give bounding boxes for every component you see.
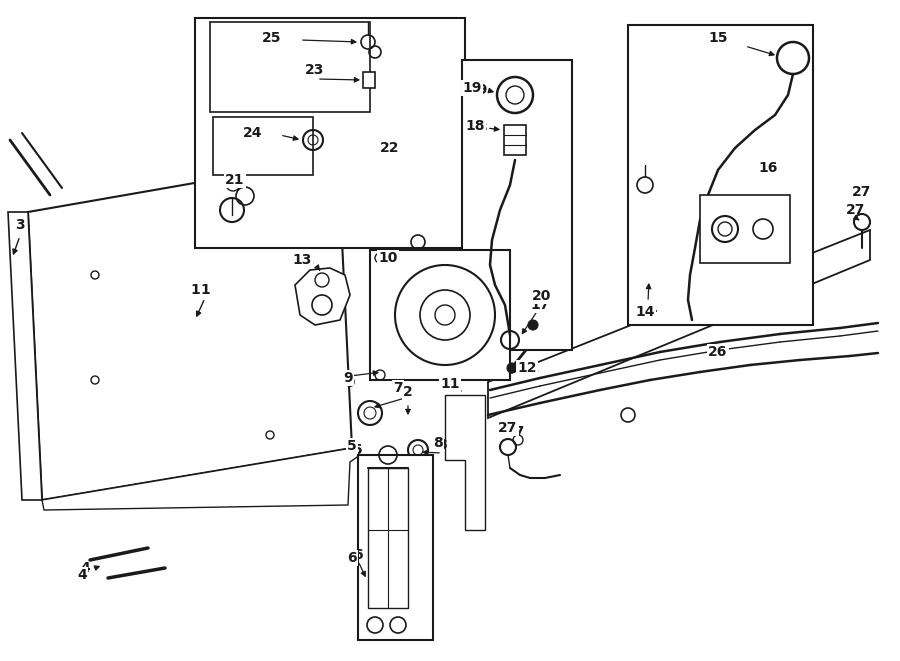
Text: 2: 2: [403, 385, 413, 399]
Polygon shape: [42, 448, 360, 510]
Text: 13: 13: [295, 255, 315, 269]
Text: 7: 7: [400, 383, 410, 397]
Text: 14: 14: [635, 305, 655, 319]
Text: 25: 25: [262, 31, 282, 45]
Text: 12: 12: [518, 361, 536, 375]
Text: 27: 27: [846, 203, 866, 217]
Text: 5: 5: [347, 439, 357, 453]
Text: 14: 14: [638, 303, 658, 317]
Text: 19: 19: [468, 83, 488, 97]
Text: 4: 4: [80, 561, 90, 575]
Text: 3: 3: [15, 220, 25, 234]
Bar: [504, 125, 526, 155]
Text: 24: 24: [245, 128, 265, 142]
Bar: [210, 22, 370, 112]
Text: 27: 27: [852, 185, 872, 199]
Text: 23: 23: [307, 65, 327, 79]
Text: 26: 26: [708, 345, 728, 359]
Text: 11: 11: [440, 377, 460, 391]
Bar: [462, 60, 572, 350]
Text: 22: 22: [380, 141, 400, 155]
Bar: [368, 468, 408, 608]
Polygon shape: [28, 158, 352, 500]
Bar: [363, 72, 375, 88]
Text: 9: 9: [346, 376, 355, 390]
Text: 15: 15: [710, 33, 730, 47]
Text: 1: 1: [190, 283, 200, 297]
Bar: [213, 117, 313, 175]
Text: 22: 22: [380, 141, 400, 155]
Polygon shape: [8, 212, 42, 500]
Text: 13: 13: [292, 253, 311, 267]
Text: 15: 15: [708, 31, 728, 45]
Text: 18: 18: [468, 121, 488, 135]
Text: 17: 17: [530, 298, 550, 312]
Text: 8: 8: [437, 438, 447, 452]
Bar: [358, 455, 433, 640]
Bar: [628, 25, 813, 325]
Text: 16: 16: [759, 161, 778, 175]
Text: 25: 25: [265, 33, 284, 47]
Polygon shape: [488, 230, 870, 418]
Text: 23: 23: [305, 63, 325, 77]
Text: 19: 19: [463, 81, 482, 95]
Text: 6: 6: [347, 551, 356, 565]
Bar: [195, 18, 465, 248]
Text: 12: 12: [520, 361, 540, 375]
Text: 27: 27: [507, 425, 526, 439]
Text: 3: 3: [15, 218, 25, 232]
Text: 11: 11: [443, 381, 463, 395]
Text: 16: 16: [760, 163, 779, 177]
Bar: [700, 195, 790, 263]
Text: 27: 27: [499, 421, 517, 435]
Circle shape: [528, 320, 538, 330]
Text: 10: 10: [381, 255, 400, 269]
Text: 6: 6: [353, 548, 363, 562]
Text: 10: 10: [378, 251, 398, 265]
Polygon shape: [295, 268, 350, 325]
Text: 20: 20: [530, 291, 550, 305]
Text: 18: 18: [465, 119, 485, 133]
Text: 9: 9: [343, 371, 353, 385]
Text: 5: 5: [353, 443, 363, 457]
Text: 7: 7: [393, 381, 403, 395]
Circle shape: [507, 363, 517, 373]
Text: 26: 26: [710, 348, 730, 362]
Text: 21: 21: [227, 171, 247, 185]
Text: 24: 24: [243, 126, 263, 140]
Text: 21: 21: [225, 173, 245, 187]
Text: 2: 2: [403, 388, 413, 402]
Polygon shape: [445, 395, 485, 530]
Text: 17: 17: [534, 301, 553, 315]
Bar: [370, 250, 510, 380]
Text: 8: 8: [433, 436, 443, 450]
Text: 1: 1: [200, 283, 210, 297]
Text: 20: 20: [532, 289, 552, 303]
Text: 4: 4: [77, 568, 87, 582]
